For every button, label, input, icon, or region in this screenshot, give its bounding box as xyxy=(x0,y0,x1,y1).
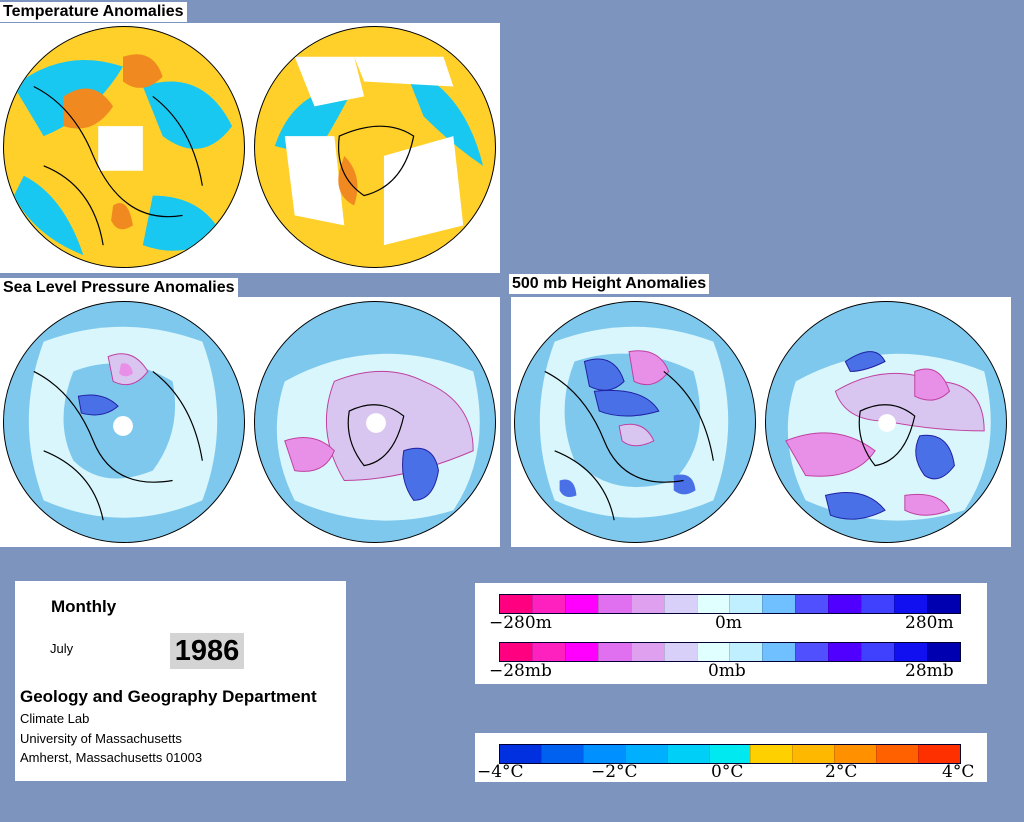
colorbar-swatch xyxy=(597,595,631,613)
temp-tick-4: 4°C xyxy=(942,762,975,782)
temp-tick-1: −2°C xyxy=(591,762,638,782)
slp-south-globe xyxy=(254,301,496,543)
pressure-zero-label: 0mb xyxy=(708,661,746,681)
slp-north-globe xyxy=(3,301,245,543)
height-north-globe xyxy=(514,301,756,543)
temperature-title: Temperature Anomalies xyxy=(0,2,187,22)
colorbar-swatch xyxy=(597,643,631,661)
temperature-legend: −4°C −2°C 0°C 2°C 4°C xyxy=(475,733,987,782)
colorbar-swatch xyxy=(926,643,960,661)
year-label: 1986 xyxy=(170,633,244,669)
height-zero-label: 0m xyxy=(715,613,742,633)
temperature-north-globe xyxy=(3,26,245,268)
pressure-colorbar xyxy=(499,642,961,662)
colorbar-swatch xyxy=(582,745,625,763)
colorbar-swatch xyxy=(828,595,862,613)
pressure-min-label: −28mb xyxy=(489,661,552,681)
colorbar-swatch xyxy=(894,595,927,613)
colorbar-swatch xyxy=(729,595,763,613)
colorbar-swatch xyxy=(894,643,927,661)
colorbar-swatch xyxy=(540,745,583,763)
colorbar-swatch xyxy=(834,745,877,763)
colorbar-swatch xyxy=(500,745,541,763)
colorbar-swatch xyxy=(531,595,565,613)
colorbar-swatch xyxy=(861,595,895,613)
department-label: Geology and Geography Department xyxy=(20,687,317,706)
slp-panel xyxy=(0,297,500,547)
month-label: July xyxy=(50,641,74,656)
height-south-globe xyxy=(765,301,1007,543)
temperature-colorbar xyxy=(499,744,961,764)
colorbar-swatch xyxy=(918,745,960,763)
height-min-label: −280m xyxy=(489,613,552,633)
temp-tick-0: −4°C xyxy=(477,762,524,782)
colorbar-swatch xyxy=(926,595,960,613)
colorbar-swatch xyxy=(729,643,763,661)
height-max-label: 280m xyxy=(905,613,954,633)
temp-tick-3: 2°C xyxy=(825,762,858,782)
colorbar-swatch xyxy=(564,643,598,661)
colorbar-swatch xyxy=(795,643,829,661)
period-label: Monthly xyxy=(51,597,117,616)
temperature-south-globe xyxy=(254,26,496,268)
colorbar-swatch xyxy=(564,595,598,613)
colorbar-swatch xyxy=(663,595,697,613)
lab-label: Climate Lab xyxy=(20,711,90,726)
anomaly-legend: −280m 0m 280m −28mb 0mb 28mb xyxy=(475,583,987,684)
colorbar-swatch xyxy=(500,595,532,613)
height-title: 500 mb Height Anomalies xyxy=(509,274,710,294)
height-colorbar xyxy=(499,594,961,614)
colorbar-swatch xyxy=(792,745,835,763)
colorbar-swatch xyxy=(795,595,829,613)
colorbar-swatch xyxy=(630,595,664,613)
colorbar-swatch xyxy=(624,745,667,763)
colorbar-swatch xyxy=(861,643,895,661)
colorbar-swatch xyxy=(696,643,730,661)
colorbar-swatch xyxy=(762,643,796,661)
temperature-panel xyxy=(0,23,500,273)
colorbar-swatch xyxy=(696,595,730,613)
colorbar-swatch xyxy=(750,745,793,763)
height-panel xyxy=(511,297,1011,547)
colorbar-swatch xyxy=(531,643,565,661)
colorbar-swatch xyxy=(500,643,532,661)
slp-title: Sea Level Pressure Anomalies xyxy=(0,278,238,298)
colorbar-swatch xyxy=(876,745,919,763)
colorbar-swatch xyxy=(630,643,664,661)
colorbar-swatch xyxy=(708,745,751,763)
university-label: University of Massachusetts xyxy=(20,731,182,746)
colorbar-swatch xyxy=(663,643,697,661)
colorbar-swatch xyxy=(666,745,709,763)
colorbar-swatch xyxy=(828,643,862,661)
info-box: Monthly July 1986 Geology and Geography … xyxy=(15,581,346,781)
colorbar-swatch xyxy=(762,595,796,613)
temp-tick-2: 0°C xyxy=(711,762,744,782)
pressure-max-label: 28mb xyxy=(905,661,954,681)
address-label: Amherst, Massachusetts 01003 xyxy=(20,750,203,765)
